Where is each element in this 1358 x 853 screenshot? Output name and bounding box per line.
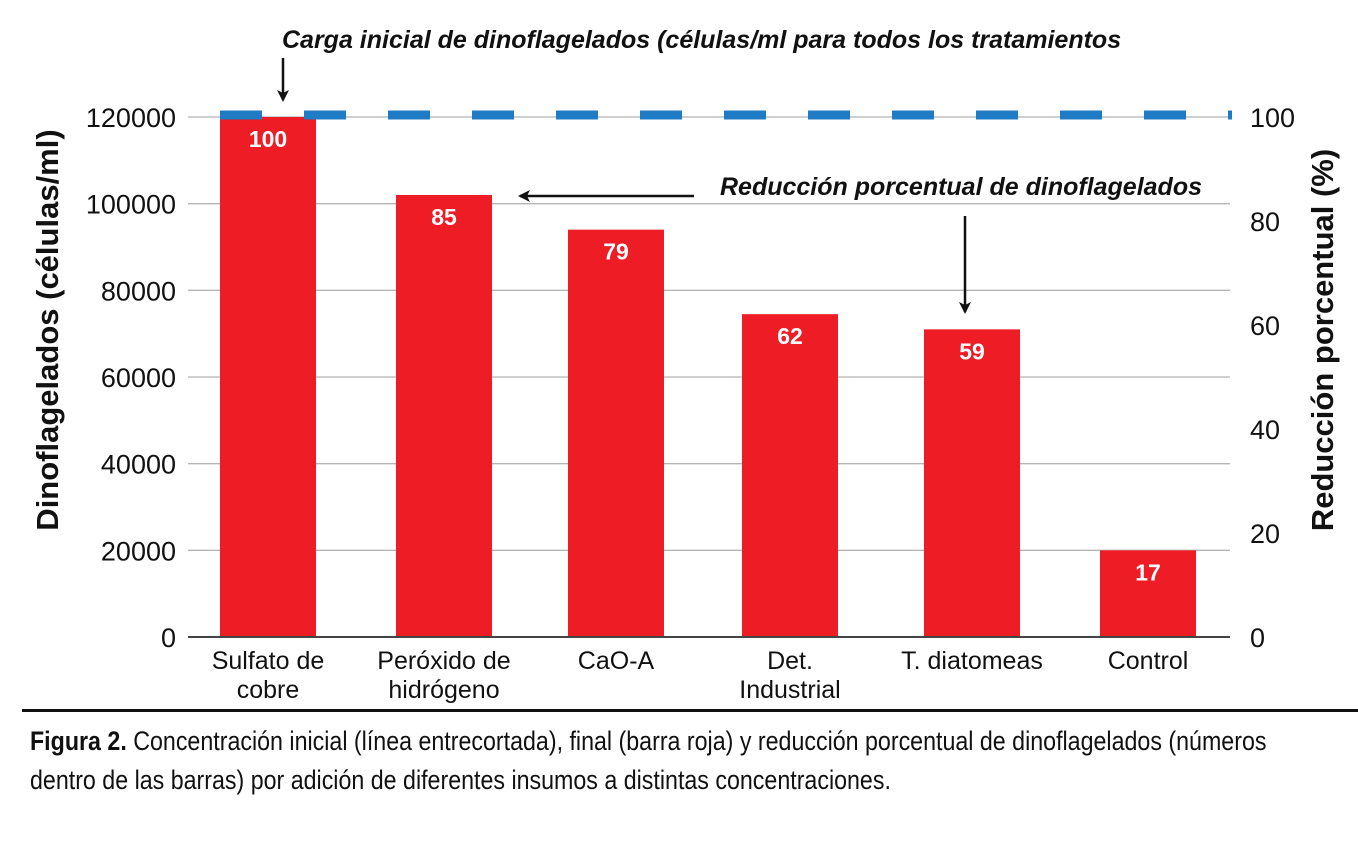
bar-data-label: 17 — [1135, 559, 1161, 585]
bar-data-label: 62 — [777, 323, 803, 349]
annotation-reduction: Reducción porcentual de dinoflagelados — [720, 173, 1202, 201]
y2-tick-label: 0 — [1250, 623, 1265, 653]
figure-caption: Figura 2. Concentración inicial (línea e… — [30, 722, 1320, 800]
y2-tick-label: 20 — [1250, 519, 1280, 549]
caption-text: Concentración inicial (línea entrecortad… — [30, 726, 1267, 795]
bar — [220, 117, 316, 637]
bar — [396, 195, 492, 637]
y-tick-label: 100000 — [86, 190, 176, 220]
y-tick-label: 20000 — [101, 536, 176, 566]
bar — [742, 314, 838, 637]
y2-tick-label: 100 — [1250, 103, 1295, 133]
x-category-label: T. diatomeas — [901, 647, 1043, 675]
x-category-label: Industrial — [739, 676, 840, 704]
x-category-label: CaO-A — [578, 647, 655, 675]
gridlines — [188, 116, 1230, 551]
annotation-initial-load: Carga inicial de dinoflagelados (células… — [282, 26, 1121, 54]
y2-tick-label: 60 — [1250, 311, 1280, 341]
x-category-label: Det. — [767, 647, 813, 675]
y2-tick-label: 40 — [1250, 415, 1280, 445]
y-tick-label: 40000 — [101, 450, 176, 480]
y-axis-title: Dinoflagelados (células/ml) — [30, 129, 65, 530]
labels: 0 20000 40000 60000 80000 100000 120000 0 20 40 60… — [86, 103, 1295, 704]
y-tick-label: 0 — [161, 623, 176, 653]
y-tick-label: 60000 — [101, 363, 176, 393]
bar-data-label: 59 — [959, 338, 985, 364]
y-tick-label: 80000 — [101, 276, 176, 306]
x-category-label: hidrógeno — [388, 676, 499, 704]
x-category-label: Control — [1108, 647, 1189, 675]
y2-tick-label: 80 — [1250, 207, 1280, 237]
bar-data-label: 79 — [603, 239, 629, 265]
bar — [924, 329, 1020, 637]
caption-divider — [22, 709, 1358, 712]
x-category-label: cobre — [237, 676, 300, 704]
y-tick-label: 120000 — [86, 103, 176, 133]
y2-axis-title: Reducción porcentual (%) — [1305, 149, 1340, 531]
bar-data-label: 100 — [249, 126, 287, 152]
bar-chart: 0 20000 40000 60000 80000 100000 120000 0 20 40 60… — [30, 26, 1340, 704]
x-category-label: Sulfato de — [212, 647, 325, 675]
caption-label: Figura 2. — [30, 726, 127, 756]
bar — [568, 229, 664, 637]
bar — [1100, 550, 1196, 637]
bars — [220, 110, 1232, 637]
x-category-label: Peróxido de — [377, 647, 510, 675]
bar-data-label: 85 — [431, 204, 457, 230]
